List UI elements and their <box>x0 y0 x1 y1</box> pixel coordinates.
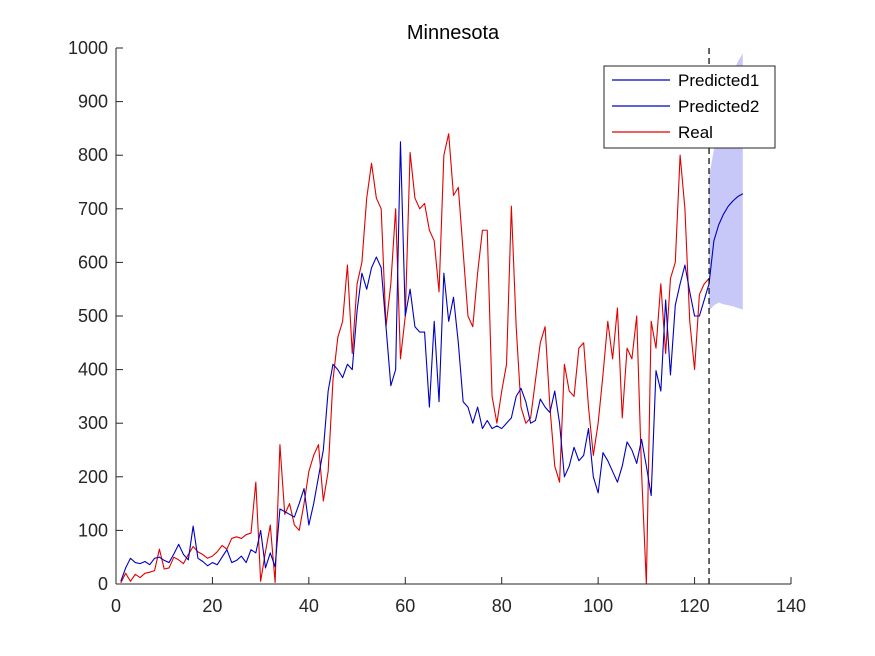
x-tick-label: 40 <box>299 596 319 616</box>
x-tick-label: 20 <box>202 596 222 616</box>
legend: Predicted1 Predicted2 Real <box>603 65 776 149</box>
y-tick-label: 100 <box>78 520 108 540</box>
y-tick-label: 800 <box>78 145 108 165</box>
series-line-predicted1 <box>120 141 710 582</box>
y-tick-label: 900 <box>78 92 108 112</box>
series-line-real <box>120 133 710 585</box>
legend-label-predicted1: Predicted1 <box>678 71 759 90</box>
axes: 0 100 200 300 400 500 600 700 800 900 1000 0 20 40 60 8… <box>68 38 806 616</box>
y-tick-label: 1000 <box>68 38 108 58</box>
x-tick-label: 120 <box>680 596 710 616</box>
y-tick-label: 200 <box>78 467 108 487</box>
y-tick-label: 500 <box>78 306 108 326</box>
x-tick-label: 60 <box>395 596 415 616</box>
y-tick-label: 700 <box>78 199 108 219</box>
x-tick-label: 80 <box>492 596 512 616</box>
y-tick-label: 600 <box>78 252 108 272</box>
chart-title: Minnesota <box>407 22 500 44</box>
series-line-predicted2 <box>708 193 744 284</box>
y-tick-label: 0 <box>98 574 108 594</box>
x-tick-label: 0 <box>111 596 121 616</box>
x-tick-label: 100 <box>583 596 613 616</box>
y-tick-label: 400 <box>78 360 108 380</box>
series-layer <box>120 133 744 585</box>
y-tick-label: 300 <box>78 413 108 433</box>
legend-label-predicted2: Predicted2 <box>678 97 759 116</box>
x-tick-label: 140 <box>776 596 806 616</box>
legend-label-real: Real <box>678 123 713 142</box>
